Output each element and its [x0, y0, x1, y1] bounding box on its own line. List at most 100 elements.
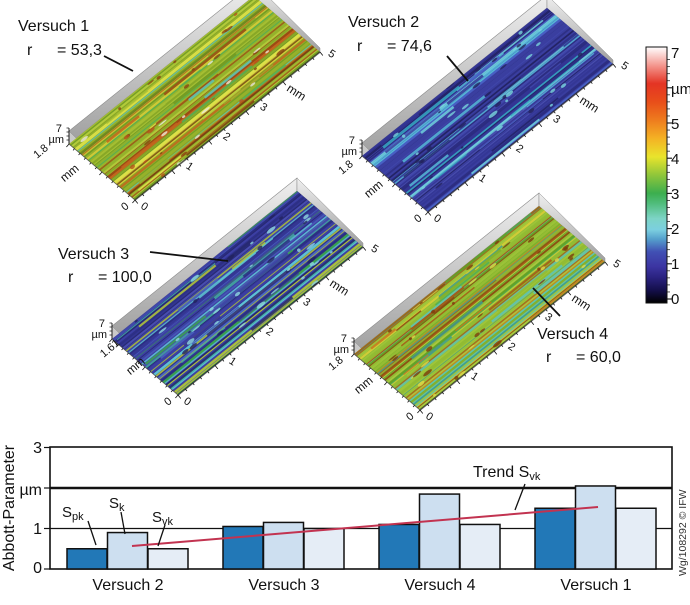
- x-tick: [612, 63, 617, 68]
- plot-r-versuch1: r = 53,3: [27, 42, 102, 59]
- texture-streak: [414, 52, 608, 208]
- y-tick: [392, 183, 396, 188]
- texture-speck: [159, 152, 163, 155]
- texture-streak: [373, 17, 568, 174]
- texture-accent-streak: [219, 252, 289, 309]
- texture-streak: [394, 35, 589, 191]
- bar-sk-versuch-4: [418, 493, 461, 570]
- texture-speck: [239, 99, 244, 104]
- texture-speck: [412, 370, 421, 378]
- texture-streak: [409, 47, 603, 204]
- x-tick: [552, 303, 556, 306]
- y-tick: [363, 363, 366, 366]
- texture-speck: [189, 343, 197, 350]
- texture-speck: [438, 110, 441, 114]
- surface-plot-versuch-2: 0 1 2 3 5 mm 0 1.8 mm 7µm: [336, 0, 630, 226]
- texture-streak: [87, 11, 282, 168]
- texture-streak: [371, 16, 566, 172]
- surface-front-edge: [419, 261, 606, 411]
- texture-accent-streak: [186, 100, 255, 156]
- texture-streak: [365, 11, 559, 166]
- texture-streak: [405, 249, 599, 405]
- texture-streak: [120, 198, 315, 354]
- x-tick: [449, 386, 452, 389]
- colorbar-label-1: 1: [671, 256, 679, 273]
- y-tick: [83, 157, 86, 160]
- x-tick: [318, 282, 321, 285]
- texture-speck: [417, 380, 425, 387]
- texture-speck: [191, 325, 201, 332]
- x-tick: [538, 122, 543, 127]
- y-tick: [94, 167, 97, 170]
- texture-streak: [89, 12, 283, 169]
- texture-streak: [153, 225, 347, 381]
- texture-streak: [123, 200, 318, 357]
- y-tick: [148, 371, 151, 374]
- texture-speck: [474, 266, 480, 271]
- x-tick: [530, 320, 535, 325]
- texture-streak: [90, 14, 284, 169]
- x-tick: [310, 288, 314, 291]
- texture-accent-streak: [455, 301, 492, 332]
- x-tick: [223, 128, 226, 132]
- x-tick: [156, 181, 160, 185]
- x-tick-label-end: 5: [619, 60, 631, 73]
- texture-accent-streak: [532, 247, 591, 295]
- texture-speck: [479, 328, 486, 333]
- texture-speck: [577, 52, 583, 57]
- texture-streak: [172, 242, 363, 395]
- texture-speck: [538, 279, 546, 286]
- texture-streak: [117, 37, 312, 193]
- y-tick: [425, 211, 429, 216]
- texture-speck: [494, 240, 500, 245]
- texture-accent-streak: [176, 59, 197, 77]
- x-tick: [486, 164, 490, 167]
- x-tick: [319, 51, 324, 56]
- texture-speck: [499, 63, 507, 70]
- x-tick: [531, 128, 534, 132]
- x-tick: [251, 335, 256, 340]
- texture-streak: [85, 10, 280, 166]
- texture-speck: [454, 375, 459, 380]
- texture-accent-streak: [230, 76, 260, 101]
- texture-accent-streak: [434, 261, 490, 306]
- texture-speck: [518, 30, 523, 35]
- texture-speck: [123, 134, 130, 140]
- texture-speck: [474, 332, 480, 338]
- texture-speck: [329, 251, 333, 254]
- texture-speck: [303, 220, 308, 225]
- texture-accent-streak: [427, 335, 453, 357]
- sk-pointer: [120, 511, 126, 535]
- texture-speck: [537, 250, 541, 254]
- texture-accent-streak: [438, 248, 502, 300]
- texture-streak: [108, 29, 302, 185]
- x-tick: [419, 409, 424, 414]
- texture-speck: [451, 301, 455, 305]
- texture-streak: [391, 237, 586, 394]
- texture-speck: [562, 244, 569, 251]
- x-tick: [244, 341, 247, 344]
- texture-streak: [85, 9, 279, 165]
- texture-accent-streak: [116, 62, 182, 115]
- y-tick: [122, 190, 125, 193]
- trend-pointer: [514, 483, 526, 511]
- texture-streak: [103, 25, 298, 181]
- texture-streak: [375, 224, 570, 380]
- z-unit-label: µm: [91, 329, 107, 341]
- y-tick: [137, 362, 140, 365]
- texture-speck: [426, 346, 433, 352]
- y-tick: [109, 338, 113, 343]
- y-tick: [127, 195, 130, 198]
- z-unit-label: µm: [48, 134, 64, 146]
- x-tick-label-2: 2: [514, 142, 526, 155]
- texture-accent-streak: [489, 106, 528, 138]
- texture-streak: [392, 34, 587, 190]
- texture-accent-streak: [105, 115, 140, 143]
- texture-accent-streak: [138, 158, 170, 185]
- y-tick: [387, 179, 390, 182]
- x-axis-unit-label: mm: [284, 81, 308, 104]
- y-tick: [121, 348, 124, 351]
- texture-streak: [114, 192, 309, 349]
